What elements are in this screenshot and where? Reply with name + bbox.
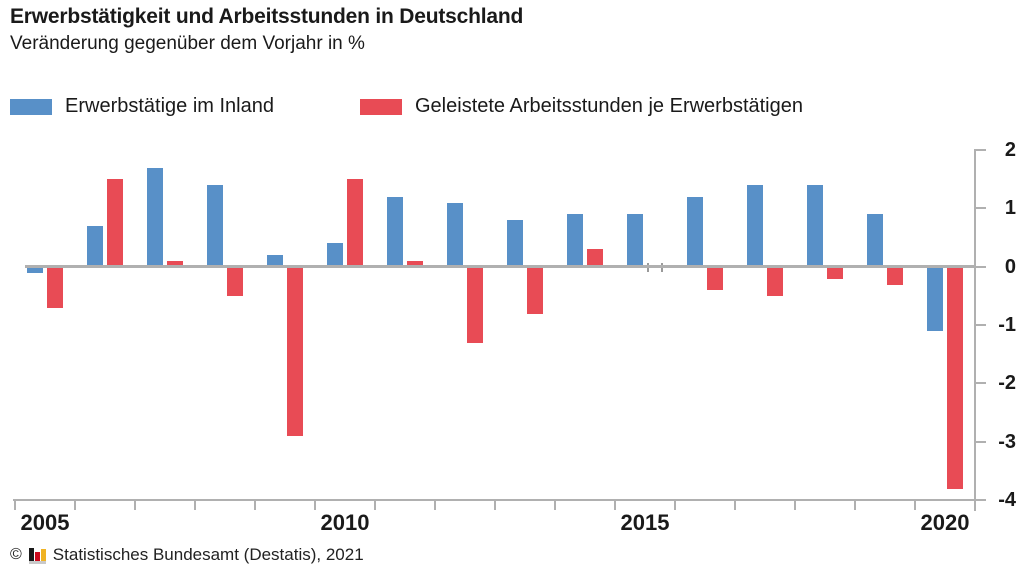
x-axis-tick-2 [134, 501, 136, 510]
y-axis-tick--2 [974, 382, 986, 384]
bar-arbeitsstunden-2019 [887, 267, 903, 285]
bar-erwerbstaetige-2018 [807, 185, 823, 267]
bar-erwerbstaetige-2013 [507, 220, 523, 267]
chart-subtitle: Veränderung gegenüber dem Vorjahr in % [10, 33, 365, 54]
x-axis-tick-10 [614, 501, 616, 510]
bar-arbeitsstunden-2011 [407, 261, 423, 267]
y-axis-label--1: -1 [998, 314, 1016, 336]
bar-erwerbstaetige-2009 [267, 255, 283, 267]
source-footer: © Statistisches Bundesamt (Destatis), 20… [10, 545, 364, 565]
plot-area [15, 150, 975, 500]
bar-erwerbstaetige-2007 [147, 168, 163, 267]
bar-erwerbstaetige-2019 [867, 214, 883, 267]
legend-item-arbeitsstunden: Geleistete Arbeitsstunden je Erwerbstäti… [360, 95, 803, 118]
bar-arbeitsstunden-2018 [827, 267, 843, 279]
y-axis-tick--3 [974, 441, 986, 443]
x-axis-tick-9 [554, 501, 556, 510]
bar-arbeitsstunden-2012 [467, 267, 483, 343]
y-axis-tick-0 [974, 266, 986, 268]
chart-title: Erwerbstätigkeit und Arbeitsstunden in D… [10, 5, 524, 28]
y-axis-label-1: 1 [1004, 197, 1016, 219]
bar-erwerbstaetige-2005 [27, 267, 43, 273]
x-axis-tick-1 [74, 501, 76, 510]
bar-erwerbstaetige-2015 [627, 214, 643, 267]
bar-erwerbstaetige-2012 [447, 203, 463, 267]
bar-arbeitsstunden-2009 [287, 267, 303, 436]
y-axis-label-2: 2 [1004, 139, 1016, 161]
y-axis-tick--4 [974, 499, 986, 501]
bar-arbeitsstunden-2013 [527, 267, 543, 314]
legend-item-erwerbstaetige: Erwerbstätige im Inland [10, 95, 274, 118]
x-axis-tick-11 [674, 501, 676, 510]
x-axis-label-2015: 2015 [620, 510, 670, 535]
x-axis-label-2005: 2005 [20, 510, 70, 535]
bar-erwerbstaetige-2016 [687, 197, 703, 267]
source-text: Statistisches Bundesamt (Destatis), 2021 [52, 545, 364, 564]
y-axis-tick--1 [974, 324, 986, 326]
legend-swatch-red [360, 98, 402, 115]
x-axis-label-2020: 2020 [920, 510, 970, 535]
legend-label: Erwerbstätige im Inland [65, 95, 274, 117]
legend-swatch-blue [10, 98, 52, 115]
x-axis-tick-6 [374, 501, 376, 510]
x-axis-tick-15 [914, 501, 916, 510]
y-axis-tick-1 [974, 207, 986, 209]
copyright-symbol: © [10, 546, 22, 563]
bar-erwerbstaetige-2020 [927, 267, 943, 331]
bar-arbeitsstunden-2020 [947, 267, 963, 489]
x-axis-tick-0 [14, 501, 16, 510]
x-axis-label-2010: 2010 [320, 510, 370, 535]
x-axis-tick-12 [734, 501, 736, 510]
x-axis-tick-4 [254, 501, 256, 510]
legend-label: Geleistete Arbeitsstunden je Erwerbstäti… [415, 95, 803, 117]
zero-baseline [25, 265, 975, 268]
y-axis-tick-2 [974, 149, 986, 151]
bar-arbeitsstunden-2005 [47, 267, 63, 308]
y-axis-label--4: -4 [998, 489, 1016, 511]
bar-arbeitsstunden-2016 [707, 267, 723, 290]
bar-arbeitsstunden-2006 [107, 179, 123, 267]
x-axis-tick-5 [314, 501, 316, 510]
bar-erwerbstaetige-2010 [327, 243, 343, 266]
x-axis-tick-7 [434, 501, 436, 510]
x-axis-tick-8 [494, 501, 496, 510]
bar-arbeitsstunden-2008 [227, 267, 243, 296]
bar-erwerbstaetige-2014 [567, 214, 583, 267]
x-axis-tick-3 [194, 501, 196, 510]
bar-arbeitsstunden-2014 [587, 249, 603, 267]
x-axis-line [13, 499, 976, 501]
bar-erwerbstaetige-2006 [87, 226, 103, 267]
y-axis-line [974, 150, 976, 511]
bar-erwerbstaetige-2008 [207, 185, 223, 267]
y-axis-label--2: -2 [998, 372, 1016, 394]
bar-erwerbstaetige-2011 [387, 197, 403, 267]
destatis-logo-icon [28, 547, 46, 564]
x-axis-tick-14 [854, 501, 856, 510]
bar-erwerbstaetige-2017 [747, 185, 763, 267]
y-axis-label--3: -3 [998, 431, 1016, 453]
bar-arbeitsstunden-2007 [167, 261, 183, 267]
x-axis-tick-13 [794, 501, 796, 510]
y-axis-label-0: 0 [1004, 256, 1016, 278]
bar-arbeitsstunden-2017 [767, 267, 783, 296]
bar-arbeitsstunden-2010 [347, 179, 363, 267]
